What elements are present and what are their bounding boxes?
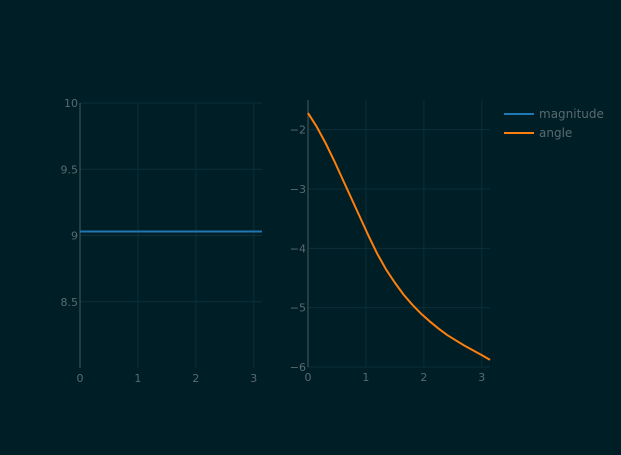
y-tick-label: −3 <box>290 183 306 196</box>
y-tick-label: 9 <box>71 230 78 243</box>
x-tick-label: 2 <box>192 372 199 385</box>
subplot-magnitude: 0 1 2 3 8.5 9 9.5 10 <box>61 97 262 385</box>
legend-item-angle[interactable]: angle <box>504 126 572 140</box>
x-tick-label: 2 <box>420 371 427 384</box>
series-line-angle[interactable] <box>307 112 491 361</box>
x-tick-label: 0 <box>305 371 312 384</box>
y-tick-label: 9.5 <box>61 163 79 176</box>
legend-label-angle: angle <box>539 126 572 140</box>
legend[interactable]: magnitude angle <box>504 107 604 140</box>
subplot-angle: 0 1 2 3 −6 −5 −4 −3 −2 <box>290 100 491 384</box>
x-tick-label: 3 <box>478 371 485 384</box>
y-tick-label: 10 <box>64 97 78 110</box>
y-tick-label: −2 <box>290 124 306 137</box>
y-tick-label: −4 <box>290 242 306 255</box>
x-tick-label: 3 <box>250 372 257 385</box>
legend-label-magnitude: magnitude <box>539 107 604 121</box>
x-tick-label: 0 <box>77 372 84 385</box>
y-tick-label: −6 <box>290 361 306 374</box>
x-tick-label: 1 <box>134 372 141 385</box>
x-tick-label: 1 <box>362 371 369 384</box>
y-tick-label: −5 <box>290 302 306 315</box>
y-tick-label: 8.5 <box>61 296 79 309</box>
legend-item-magnitude[interactable]: magnitude <box>504 107 604 121</box>
